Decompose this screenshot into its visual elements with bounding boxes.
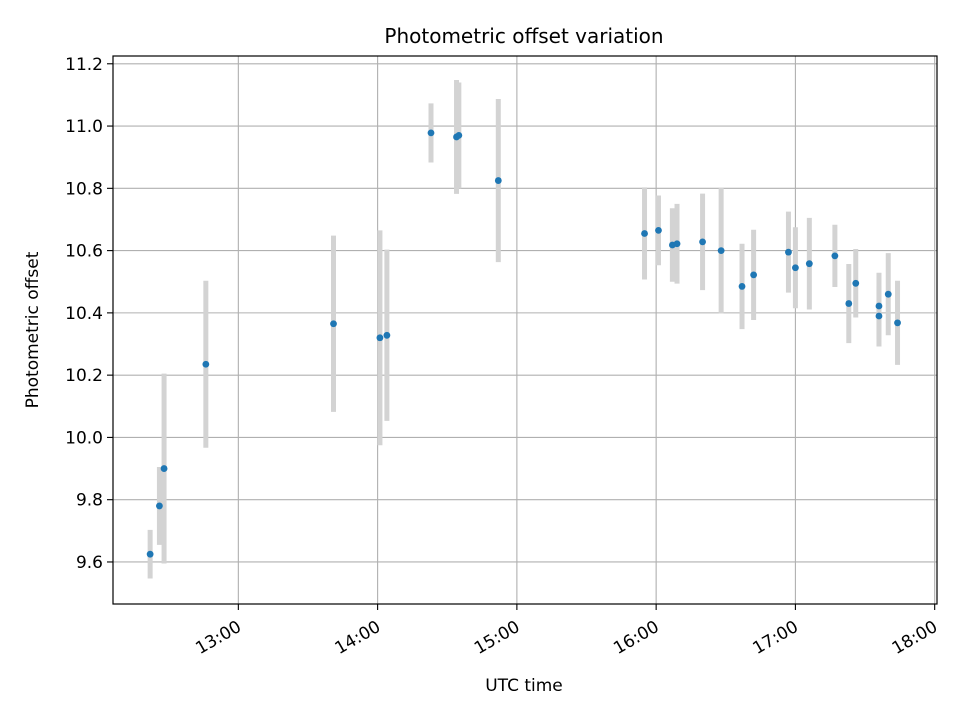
x-tick-label: 16:00 (610, 617, 662, 659)
y-tick-label: 9.8 (76, 491, 103, 511)
data-points (146, 129, 901, 558)
plot-frame (112, 55, 938, 605)
y-tick-label: 10.4 (65, 304, 103, 324)
data-point (875, 312, 883, 320)
chart-title: Photometric offset variation (384, 24, 663, 48)
y-axis-title: Photometric offset (23, 251, 43, 408)
data-point (146, 550, 154, 558)
data-point (699, 238, 706, 246)
data-point (641, 230, 648, 237)
x-axis-title: UTC time (485, 676, 563, 696)
data-point (717, 247, 725, 255)
y-tick-label: 10.2 (65, 366, 103, 386)
y-tick-label: 10.6 (65, 242, 103, 262)
data-point (738, 283, 746, 290)
y-tick-label: 11.2 (65, 55, 103, 75)
data-point (750, 271, 758, 279)
data-point (455, 131, 463, 139)
data-point (160, 465, 168, 472)
x-axis: 13:00 14:00 15:00 16:00 17:00 18:00 (192, 604, 941, 659)
x-tick-label: 14:00 (332, 617, 384, 659)
grid (113, 56, 937, 604)
data-point (792, 264, 799, 272)
data-point (894, 319, 901, 327)
data-point (202, 360, 210, 368)
x-tick-label: 13:00 (192, 617, 244, 659)
error-bars (147, 79, 901, 579)
data-point (383, 331, 391, 339)
data-point (655, 226, 662, 234)
data-point (494, 177, 502, 184)
data-point (831, 252, 839, 260)
data-point (376, 334, 384, 342)
y-tick-label: 9.6 (76, 553, 103, 573)
data-point (673, 240, 681, 248)
y-axis: 9.6 9.8 10.0 10.2 10.4 10.6 10.8 11.0 11.2 (65, 55, 113, 573)
data-point (875, 302, 883, 310)
data-point (427, 129, 435, 137)
y-tick-label: 10.0 (65, 428, 103, 448)
x-tick-label: 18:00 (889, 617, 941, 659)
data-point (845, 300, 853, 307)
y-tick-label: 11.0 (65, 117, 103, 137)
data-point (156, 502, 163, 510)
data-point (785, 248, 792, 256)
x-tick-label: 17:00 (749, 617, 801, 659)
y-tick-label: 10.8 (65, 179, 103, 199)
data-point (884, 290, 892, 298)
data-point (805, 260, 813, 268)
x-tick-label: 15:00 (471, 617, 523, 659)
data-point (330, 320, 337, 328)
data-point (852, 279, 860, 287)
